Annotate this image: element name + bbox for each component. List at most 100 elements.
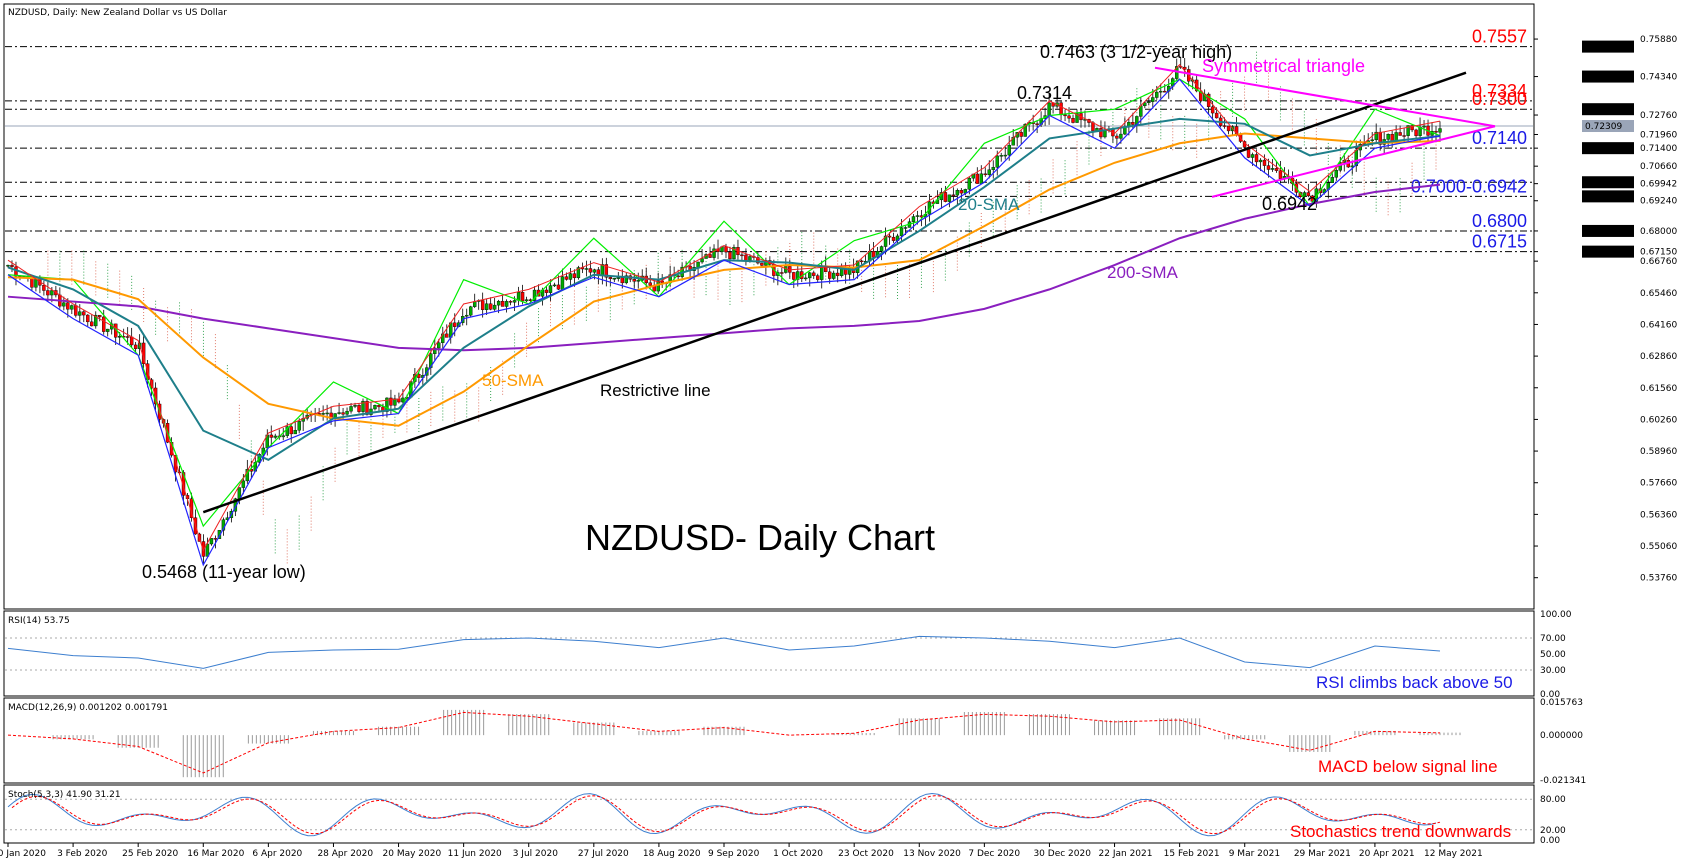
level-label: 0.7334 bbox=[1472, 81, 1527, 101]
date-label: 15 Feb 2021 bbox=[1164, 849, 1220, 859]
candle-body bbox=[1434, 131, 1438, 133]
label-sma20: 20-SMA bbox=[958, 195, 1020, 214]
candle-body bbox=[548, 285, 553, 293]
price-tick-label: 0.61560 bbox=[1640, 384, 1677, 394]
candle-body bbox=[349, 406, 353, 412]
candle-body bbox=[1262, 159, 1267, 166]
candle-body bbox=[879, 246, 884, 252]
candle-body bbox=[50, 290, 54, 296]
candle-body bbox=[871, 251, 876, 258]
price-tick-label: 0.64160 bbox=[1640, 320, 1677, 330]
level-label: 0.7300 bbox=[1472, 89, 1527, 109]
candle-body bbox=[1198, 90, 1203, 102]
date-label: 22 Jan 2021 bbox=[1099, 849, 1153, 859]
candle-body bbox=[947, 194, 952, 202]
candle-body bbox=[209, 538, 214, 545]
macd-signal-line bbox=[7, 711, 1441, 774]
candle-body bbox=[30, 278, 34, 288]
candle-body bbox=[1438, 128, 1442, 133]
candle-body bbox=[544, 289, 549, 293]
rsi-tick-label: 100.00 bbox=[1540, 610, 1572, 620]
candle-body bbox=[373, 405, 377, 410]
candle-body bbox=[1143, 102, 1147, 107]
candle-body bbox=[385, 397, 389, 412]
price-tick-label: 0.58960 bbox=[1640, 447, 1677, 457]
candle-body bbox=[624, 275, 628, 284]
price-tick-label: 0.69240 bbox=[1640, 197, 1677, 207]
price-axis: 0.75880 0.74340 0.72760 0.71960 0.71400 0.706… bbox=[1534, 35, 1677, 584]
candle-body bbox=[1063, 114, 1067, 117]
level-label: 0.6715 bbox=[1472, 232, 1527, 252]
candle-body bbox=[748, 256, 752, 261]
restrictive-trendline bbox=[202, 71, 1467, 514]
price-badge bbox=[1582, 103, 1634, 116]
candle-body bbox=[999, 155, 1003, 157]
candle-body bbox=[469, 306, 473, 316]
candle-body bbox=[1270, 168, 1275, 170]
candle-body bbox=[568, 273, 573, 280]
date-label: 3 Feb 2020 bbox=[57, 849, 108, 859]
stoch-comment: Stochastics trend downwards bbox=[1290, 822, 1511, 841]
price-tick-label: 0.62860 bbox=[1640, 352, 1677, 362]
price-badge bbox=[1582, 120, 1634, 133]
stoch-tick-label: 20.00 bbox=[1540, 826, 1566, 836]
candle-body bbox=[943, 192, 948, 202]
candle-body bbox=[1099, 128, 1103, 138]
candle-body bbox=[289, 426, 293, 435]
candle-body bbox=[389, 397, 393, 406]
candle-body bbox=[620, 277, 624, 284]
candle-body bbox=[353, 405, 357, 407]
candle-body bbox=[1406, 125, 1410, 136]
date-label: 9 Mar 2021 bbox=[1229, 849, 1280, 859]
price-tick-label: 0.71960 bbox=[1640, 131, 1677, 141]
date-label: 29 Mar 2021 bbox=[1294, 849, 1351, 859]
price-badge bbox=[1582, 70, 1634, 83]
candle-body bbox=[1103, 130, 1107, 138]
candle-body bbox=[393, 398, 397, 406]
macd-comment: MACD below signal line bbox=[1318, 757, 1498, 776]
candle-body bbox=[453, 322, 457, 327]
candle-body bbox=[1075, 113, 1079, 123]
price-badge-label: 0.67150 bbox=[1585, 248, 1622, 258]
date-label: 1 Oct 2020 bbox=[773, 849, 823, 859]
candle-body bbox=[532, 289, 537, 302]
candle-body bbox=[1370, 139, 1374, 142]
candle-body bbox=[82, 311, 86, 316]
sma200-line bbox=[7, 183, 1441, 352]
candle-body bbox=[1067, 115, 1071, 119]
price-tick-label: 0.70660 bbox=[1640, 162, 1677, 172]
candle-body bbox=[512, 300, 517, 303]
candle-body bbox=[899, 227, 904, 237]
candle-body bbox=[1119, 133, 1123, 139]
date-label: 18 Aug 2020 bbox=[643, 849, 701, 859]
candle-body bbox=[62, 302, 66, 307]
price-badge-label: 0.73000 bbox=[1585, 105, 1622, 115]
candle-body bbox=[636, 279, 640, 282]
tenkan-line bbox=[7, 63, 1441, 552]
candle-body bbox=[1011, 137, 1015, 146]
date-label: 12 May 2021 bbox=[1424, 849, 1483, 859]
candle-body bbox=[1402, 135, 1406, 137]
candle-body bbox=[102, 316, 106, 332]
candle-body bbox=[1222, 125, 1227, 127]
date-axis: 10 Jan 2020 3 Feb 2020 25 Feb 2020 16 Mar 2… bbox=[0, 843, 1483, 859]
level-label: 0.7000-0.6942 bbox=[1411, 176, 1527, 196]
annotation-high: 0.7463 (3 1/2-year high) bbox=[1040, 42, 1232, 62]
candle-body bbox=[556, 284, 561, 290]
date-label: 25 Feb 2020 bbox=[122, 849, 178, 859]
price-tick-label: 0.72760 bbox=[1640, 111, 1677, 121]
price-badge bbox=[1582, 245, 1634, 258]
candle-body bbox=[1007, 144, 1011, 156]
triangle-upper-line bbox=[1154, 66, 1496, 128]
candle-body bbox=[564, 276, 569, 280]
candle-body bbox=[600, 264, 605, 276]
date-label: 13 Nov 2020 bbox=[903, 849, 961, 859]
candle-body bbox=[484, 303, 489, 310]
rsi-tick-label: 0.00 bbox=[1540, 690, 1560, 700]
candle-body bbox=[808, 272, 812, 279]
candle-body bbox=[995, 155, 999, 168]
candle-body bbox=[584, 268, 589, 270]
candle-body bbox=[732, 247, 736, 260]
candle-body bbox=[133, 344, 138, 349]
candle-body bbox=[361, 400, 365, 412]
